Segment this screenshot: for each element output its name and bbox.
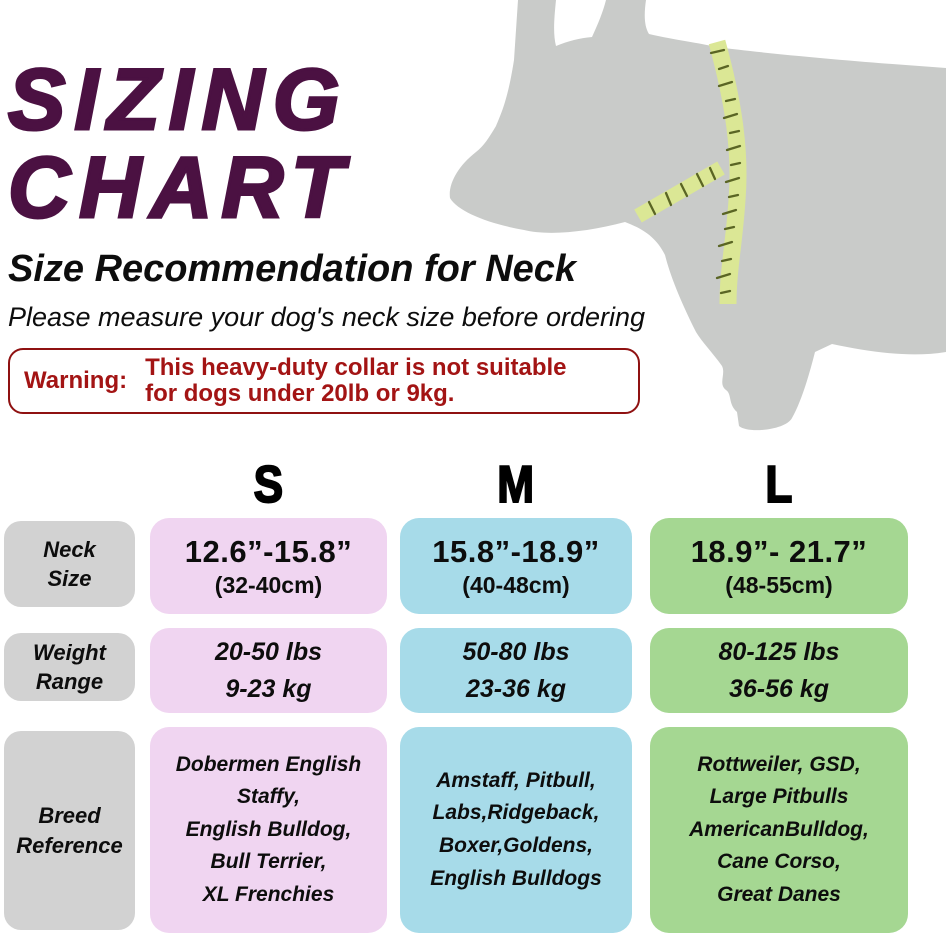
neck-size-l-inches: 18.9”- 21.7”: [690, 533, 868, 569]
dog-body-shape: [449, 0, 946, 431]
cell-breed-reference-s: Dobermen English Staffy, English Bulldog…: [150, 727, 387, 933]
cell-breed-reference-m: Amstaff, Pitbull, Labs,Ridgeback, Boxer,…: [400, 727, 632, 933]
neck-size-l-cm: (48-55cm): [725, 571, 833, 598]
neck-size-s-inches: 12.6”-15.8”: [184, 533, 353, 569]
warning-box: Warning: This heavy-duty collar is not s…: [8, 348, 640, 414]
dog-silhouette-image: [449, 0, 946, 431]
cell-neck-size-s: 12.6”-15.8” (32-40cm): [150, 518, 387, 614]
page-title: SIZING CHART: [6, 52, 353, 236]
weight-range-l: 80-125 lbs 36-56 kg: [718, 638, 840, 703]
weight-range-m: 50-80 lbs 23-36 kg: [462, 638, 570, 703]
row-header-breed-reference: Breed Reference: [4, 731, 135, 930]
column-header-size-l: L: [765, 455, 794, 515]
measuring-tape-ticks: [647, 48, 742, 295]
row-header-neck-size: Neck Size: [4, 521, 135, 607]
cell-weight-range-l: 80-125 lbs 36-56 kg: [650, 628, 908, 713]
measure-note: Please measure your dog's neck size befo…: [8, 302, 646, 332]
cell-weight-range-s: 20-50 lbs 9-23 kg: [150, 628, 387, 713]
subtitle: Size Recommendation for Neck: [8, 248, 577, 290]
cell-neck-size-l: 18.9”- 21.7” (48-55cm): [650, 518, 908, 614]
neck-size-s-cm: (32-40cm): [214, 571, 323, 598]
warning-label: Warning:: [24, 367, 128, 394]
neck-size-m-cm: (40-48cm): [462, 571, 570, 598]
breed-reference-s: Dobermen English Staffy, English Bulldog…: [175, 752, 362, 906]
measuring-tape-main-band: [708, 39, 747, 305]
cell-weight-range-m: 50-80 lbs 23-36 kg: [400, 628, 632, 713]
page-title-line1: SIZING: [6, 52, 349, 148]
row-header-weight-range: Weight Range: [4, 633, 135, 701]
breed-reference-m: Amstaff, Pitbull, Labs,Ridgeback, Boxer,…: [430, 768, 602, 890]
breed-reference-l: Rottweiler, GSD, Large Pitbulls American…: [689, 752, 869, 906]
weight-range-s: 20-50 lbs 9-23 kg: [214, 638, 322, 703]
page-title-line2: CHART: [6, 140, 353, 236]
cell-neck-size-m: 15.8”-18.9” (40-48cm): [400, 518, 632, 614]
column-header-size-s: S: [253, 455, 284, 515]
column-header-size-m: M: [497, 455, 536, 515]
warning-text: This heavy-duty collar is not suitable f…: [145, 353, 567, 407]
neck-size-m-inches: 15.8”-18.9”: [432, 533, 600, 569]
cell-breed-reference-l: Rottweiler, GSD, Large Pitbulls American…: [650, 727, 908, 933]
